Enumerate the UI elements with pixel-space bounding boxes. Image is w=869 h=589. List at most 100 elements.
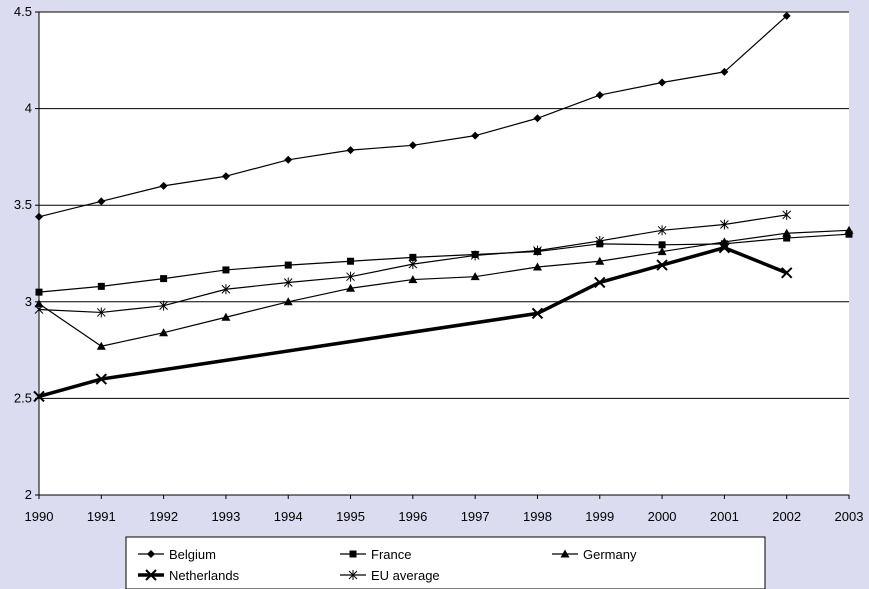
diamond-marker [720, 67, 729, 76]
triangle-marker [96, 341, 106, 350]
square-marker [222, 266, 230, 274]
legend-marker [560, 549, 570, 558]
data-point-eu-average [657, 225, 667, 236]
legend-marker [147, 550, 155, 558]
legend-label: EU average [371, 568, 440, 583]
data-point-germany [283, 297, 293, 306]
triangle-marker [408, 275, 418, 284]
data-point-eu-average [96, 307, 106, 318]
x-axis-ticks: 1990 1991 1992 1993 1994 1995 1996 1997 1998 1999… [25, 495, 864, 524]
x-marker-stroke [780, 267, 793, 279]
series-lines [33, 11, 854, 403]
data-point-belgium [782, 11, 791, 20]
data-point-germany [595, 256, 605, 265]
data-point-eu-average [720, 219, 729, 230]
data-point-netherlands [656, 259, 668, 271]
legend-marker [145, 569, 157, 581]
diamond-marker [97, 197, 106, 206]
data-point-eu-average [221, 284, 231, 295]
x-tick-label: 2003 [835, 509, 864, 524]
data-point-eu-average [595, 235, 605, 246]
x-tick-label: 1999 [585, 509, 614, 524]
data-point-netherlands [594, 276, 606, 289]
legend-item-eu-average: EU average [340, 568, 440, 583]
data-point-belgium [658, 78, 667, 87]
diamond-marker [782, 11, 791, 20]
plot-area [39, 12, 849, 495]
data-point-belgium [159, 181, 168, 190]
data-point-france [658, 241, 666, 249]
data-point-belgium [533, 114, 542, 123]
diamond-marker [658, 78, 667, 87]
data-point-netherlands [95, 373, 108, 385]
x-marker-stroke [145, 569, 157, 581]
data-point-belgium [284, 155, 293, 164]
data-point-germany [221, 312, 231, 321]
triangle-marker [782, 228, 792, 237]
x-tick-label: 2001 [710, 509, 739, 524]
data-point-germany [96, 341, 106, 350]
data-point-eu-average [782, 209, 792, 220]
square-marker [97, 282, 105, 290]
data-point-belgium [471, 131, 480, 140]
data-point-germany [844, 225, 854, 234]
data-point-eu-average [159, 300, 168, 311]
data-point-france [97, 282, 105, 290]
legend-item-germany: Germany [552, 547, 637, 562]
square-marker [349, 550, 357, 558]
square-marker [658, 241, 666, 249]
x-tick-label: 1995 [336, 509, 365, 524]
x-tick-label: 1998 [523, 509, 552, 524]
triangle-marker [657, 247, 667, 256]
series-line-germany [38, 229, 850, 347]
triangle-marker [221, 312, 231, 321]
x-tick-label: 2002 [772, 509, 801, 524]
diamond-marker [284, 155, 293, 164]
data-point-netherlands [780, 267, 793, 279]
data-point-france [160, 275, 168, 283]
triangle-marker [560, 549, 570, 558]
legend-marker [348, 570, 358, 580]
triangle-marker [532, 262, 542, 271]
diamond-marker [346, 146, 355, 155]
square-marker [409, 253, 417, 261]
diamond-marker [595, 91, 604, 100]
series-netherlands [33, 241, 793, 403]
data-point-france [347, 257, 355, 265]
data-point-france [284, 261, 292, 269]
data-point-netherlands [531, 307, 544, 320]
data-point-belgium [595, 91, 604, 100]
series-germany [34, 225, 854, 350]
legend-label: France [371, 547, 411, 562]
data-point-belgium [408, 141, 417, 150]
x-tick-label: 2000 [648, 509, 677, 524]
data-point-germany [159, 328, 169, 337]
legend-box [125, 536, 766, 589]
data-point-eu-average [533, 245, 542, 256]
data-point-germany [657, 247, 667, 256]
data-point-germany [782, 228, 792, 237]
triangle-marker [470, 272, 480, 281]
data-point-eu-average [346, 271, 355, 282]
square-marker [783, 234, 791, 242]
triangle-marker [719, 237, 729, 246]
legend-item-netherlands: Netherlands [138, 568, 240, 583]
axes [38, 12, 849, 496]
triangle-marker [595, 256, 605, 265]
legend-marker [349, 550, 357, 558]
y-tick-label: 4 [25, 101, 32, 116]
data-point-france [845, 230, 853, 238]
x-tick-label: 1996 [398, 509, 427, 524]
data-point-eu-average [283, 277, 293, 288]
y-tick-label: 2 [25, 487, 32, 502]
x-tick-label: 1993 [211, 509, 240, 524]
data-point-germany [719, 237, 729, 246]
data-point-germany [346, 283, 356, 292]
x-marker-stroke [656, 259, 668, 271]
diamond-marker [221, 172, 230, 181]
data-point-germany [408, 275, 418, 284]
legend-label: Netherlands [169, 568, 240, 583]
data-point-belgium [97, 197, 106, 206]
x-tick-label: 1991 [87, 509, 116, 524]
